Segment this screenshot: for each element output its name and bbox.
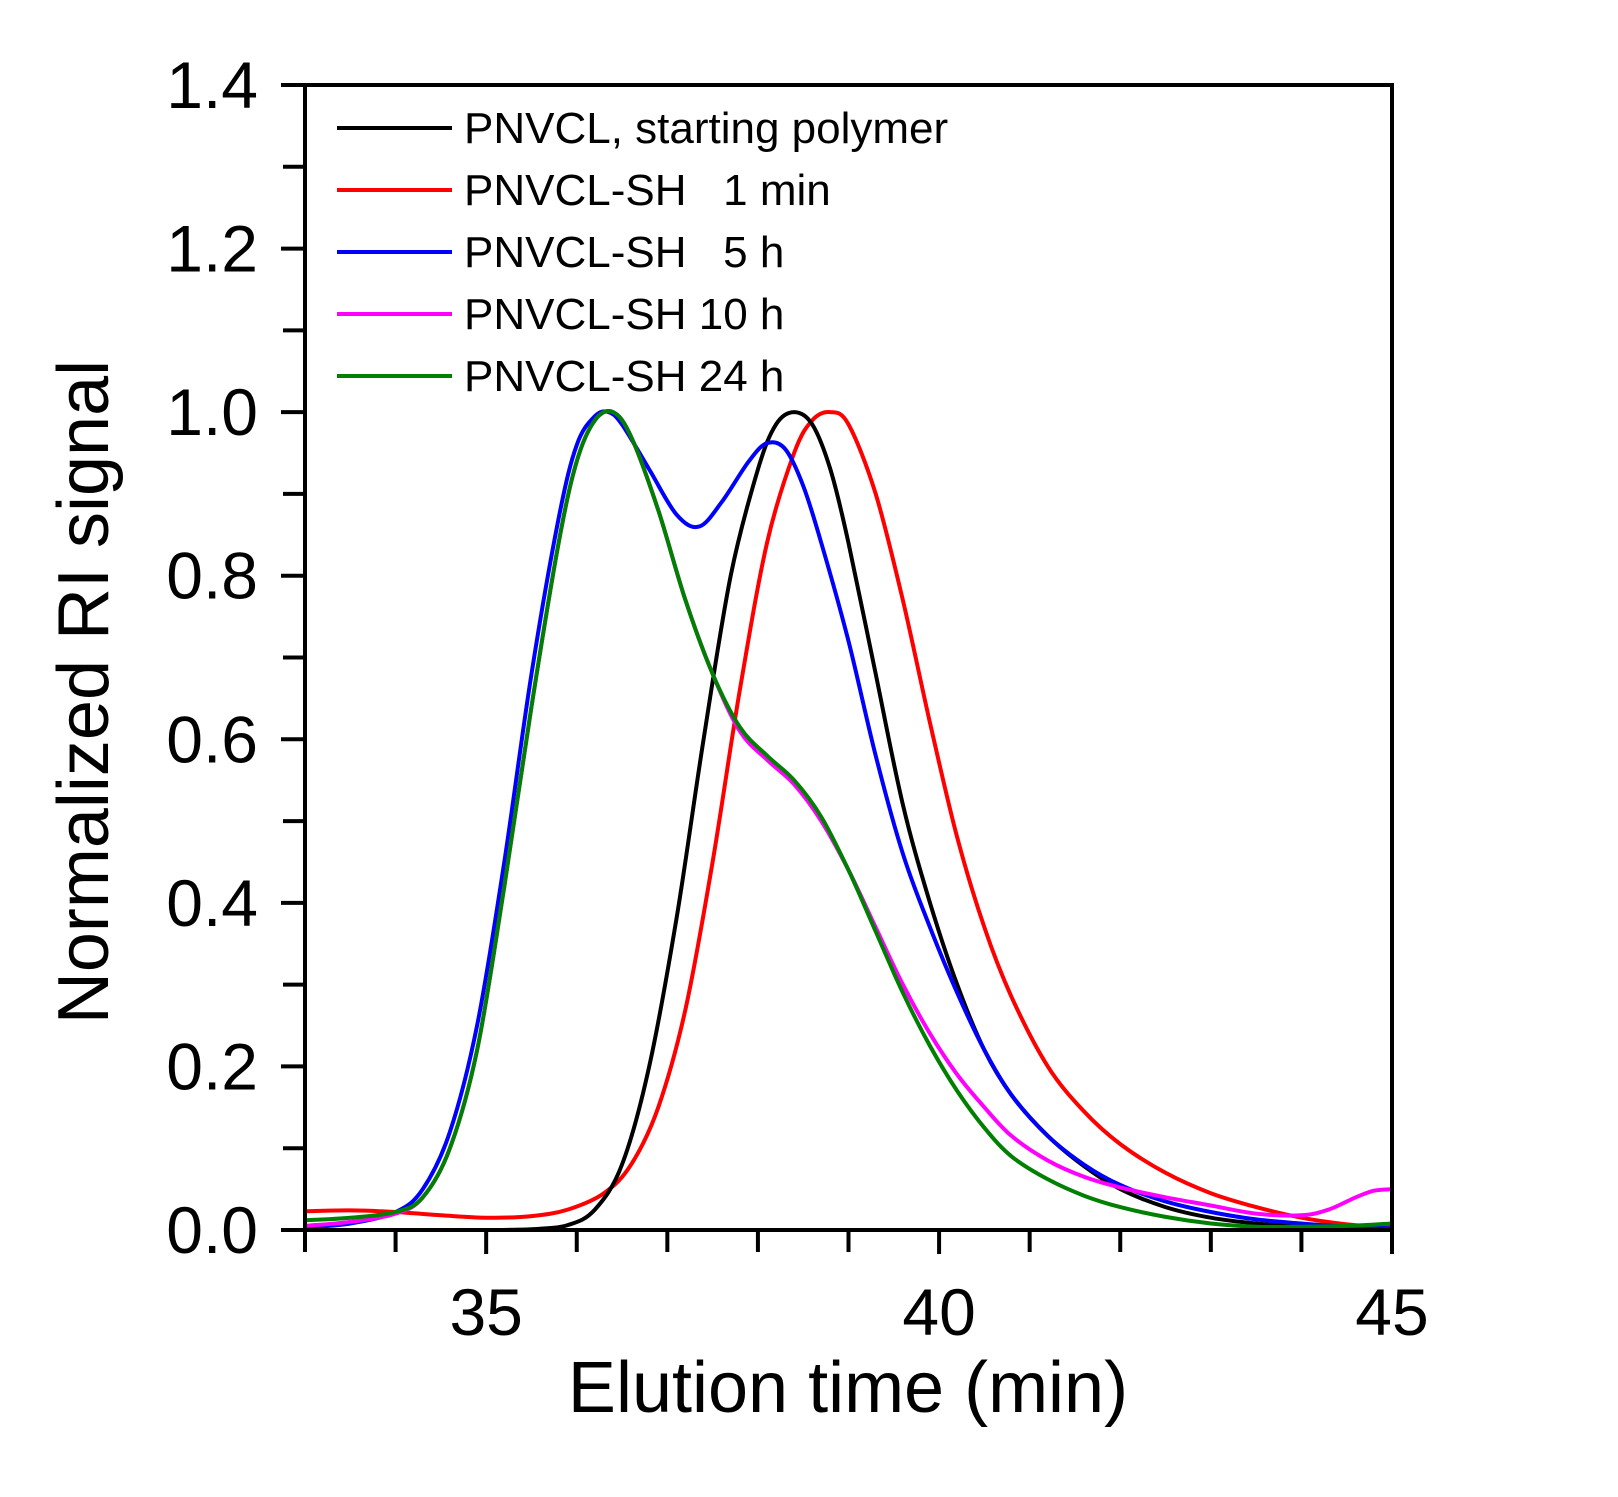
legend-label: PNVCL, starting polymer — [464, 104, 948, 153]
series-line-1 — [303, 410, 1394, 1233]
series-line-2 — [303, 410, 1394, 1230]
y-axis-title: Normalized RI signal — [44, 360, 124, 1024]
y-tick-label: 1.4 — [166, 48, 258, 122]
series-line-5 — [303, 409, 1394, 1230]
series-layer — [303, 409, 1394, 1233]
legend-label: PNVCL-SH 5 h — [464, 228, 784, 277]
legend-label: PNVCL-SH 1 min — [464, 166, 831, 215]
legend: PNVCL, starting polymer PNVCL-SH 1 min PNV… — [337, 104, 948, 401]
x-tick-label: 45 — [1355, 1275, 1428, 1349]
series-line-3 — [303, 409, 1394, 1231]
y-tick-label: 0.4 — [166, 866, 258, 940]
legend-label: PNVCL-SH 24 h — [464, 352, 784, 401]
y-tick-label: 1.0 — [166, 375, 258, 449]
legend-label: PNVCL-SH 10 h — [464, 290, 784, 339]
y-tick-label: 1.2 — [166, 212, 258, 286]
y-tick-label: 0.0 — [166, 1193, 258, 1267]
x-axis-title: Elution time (min) — [568, 1348, 1128, 1428]
x-tick-label: 40 — [902, 1275, 975, 1349]
ticks-layer: 35 40 45 0.0 0.2 0.4 0.6 0.8 1.0 1.2 1.4 — [166, 48, 1428, 1349]
y-tick-label: 0.8 — [166, 539, 258, 613]
y-tick-label: 0.2 — [166, 1029, 258, 1103]
y-tick-label: 0.6 — [166, 702, 258, 776]
x-tick-label: 35 — [449, 1275, 522, 1349]
